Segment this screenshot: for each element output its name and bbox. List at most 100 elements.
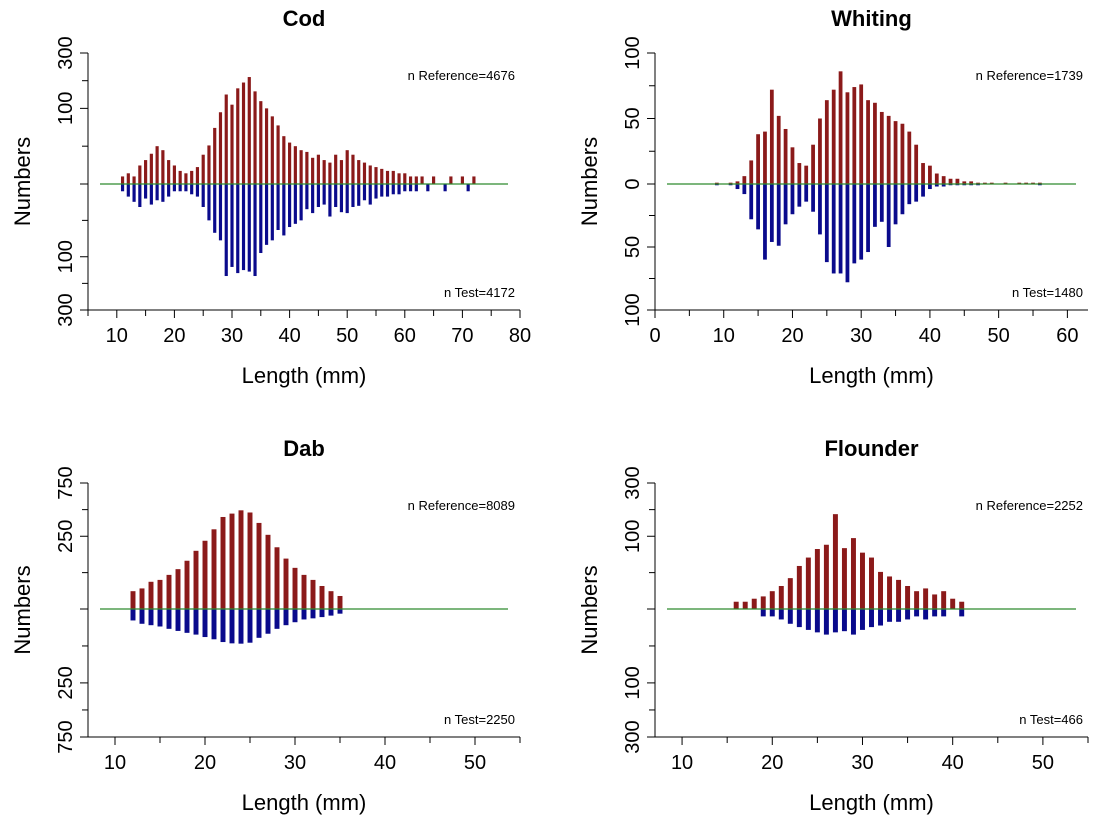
- reference-bar: [886, 115, 891, 184]
- reference-bar: [337, 595, 343, 609]
- reference-bar: [850, 538, 856, 609]
- test-bar: [172, 184, 176, 192]
- x-tick-label: 20: [194, 752, 216, 774]
- reference-bar: [824, 100, 829, 184]
- panel-title: Flounder: [824, 436, 919, 461]
- y-tick-label: 100: [55, 92, 77, 125]
- test-bar: [896, 609, 902, 622]
- reference-bar: [841, 548, 847, 609]
- test-bar: [805, 609, 811, 630]
- test-bar: [229, 609, 235, 644]
- panel-title: Cod: [283, 6, 326, 31]
- reference-bar: [756, 134, 760, 184]
- n-test-label: n Test=1480: [1012, 285, 1083, 300]
- x-axis-label: Length (mm): [242, 363, 367, 388]
- test-bar: [976, 184, 980, 186]
- reference-bar: [362, 162, 367, 184]
- reference-bar: [959, 601, 965, 609]
- test-bar: [831, 184, 836, 274]
- reference-bar: [449, 176, 453, 184]
- reference-bar: [769, 591, 775, 609]
- test-bar: [397, 184, 401, 195]
- reference-bar: [969, 181, 974, 184]
- reference-bar: [932, 594, 938, 609]
- reference-bar: [714, 182, 719, 184]
- test-bar: [443, 184, 447, 192]
- reference-bar: [989, 182, 994, 184]
- x-tick-label: 10: [106, 325, 128, 347]
- reference-bar: [130, 591, 136, 609]
- reference-bar: [202, 540, 208, 609]
- test-bar: [241, 184, 246, 271]
- n-reference-label: n Reference=8089: [408, 498, 515, 513]
- reference-bar: [776, 115, 781, 184]
- reference-bar: [852, 87, 857, 184]
- test-bar: [316, 184, 320, 208]
- reference-bar: [845, 92, 850, 184]
- test-bar: [305, 184, 309, 210]
- reference-bar: [742, 176, 747, 184]
- y-tick-label: 50: [622, 107, 644, 129]
- x-tick-label: 30: [284, 752, 306, 774]
- x-tick-label: 30: [221, 325, 243, 347]
- test-bar: [466, 184, 470, 192]
- test-bar: [941, 184, 946, 187]
- reference-bar: [787, 578, 793, 609]
- test-bar: [345, 184, 349, 214]
- test-bar: [126, 184, 130, 197]
- reference-bar: [432, 176, 436, 184]
- reference-bar: [270, 116, 274, 184]
- reference-bar: [460, 176, 464, 184]
- test-bar: [167, 184, 171, 197]
- reference-bar: [941, 591, 947, 609]
- test-bar: [334, 184, 338, 208]
- x-tick-label: 40: [942, 752, 964, 774]
- y-tick-label: 100: [622, 520, 644, 553]
- y-tick-label: 750: [55, 720, 77, 753]
- reference-bar: [247, 512, 253, 609]
- test-bar: [149, 184, 153, 205]
- reference-bar: [905, 585, 911, 609]
- y-tick-label: 250: [55, 666, 77, 699]
- test-bar: [879, 184, 884, 222]
- y-tick-label: 300: [622, 466, 644, 499]
- test-bar: [804, 184, 809, 202]
- test-bar: [959, 609, 965, 617]
- reference-bar: [274, 547, 280, 609]
- reference-bar: [907, 131, 912, 184]
- test-bar: [259, 184, 263, 254]
- test-bar: [852, 184, 857, 264]
- test-bar: [238, 609, 244, 644]
- reference-bar: [316, 154, 320, 184]
- y-tick-label: 100: [622, 36, 644, 69]
- test-bar: [814, 609, 820, 633]
- test-bar: [184, 609, 190, 633]
- reference-bar: [149, 153, 153, 184]
- reference-bar: [310, 579, 316, 609]
- test-bar: [213, 184, 217, 233]
- reference-bar: [178, 170, 182, 184]
- reference-bar: [790, 147, 795, 184]
- test-bar: [962, 184, 967, 186]
- test-bar: [787, 609, 793, 624]
- test-bar: [175, 609, 181, 631]
- reference-bar: [184, 173, 188, 184]
- reference-bar: [339, 160, 344, 184]
- test-bar: [941, 609, 947, 617]
- reference-bar: [391, 170, 395, 184]
- test-bar: [190, 184, 194, 195]
- test-bar: [339, 184, 344, 213]
- test-bar: [310, 609, 316, 619]
- test-bar: [845, 184, 850, 283]
- n-test-label: n Test=4172: [444, 285, 515, 300]
- test-bar: [351, 184, 355, 208]
- test-bar: [236, 184, 240, 274]
- test-bar: [218, 184, 223, 241]
- test-bar: [148, 609, 154, 626]
- test-bar: [414, 184, 418, 192]
- reference-bar: [742, 601, 748, 609]
- reference-bar: [229, 513, 235, 609]
- test-bar: [932, 609, 938, 617]
- y-axis-label: Numbers: [10, 137, 35, 226]
